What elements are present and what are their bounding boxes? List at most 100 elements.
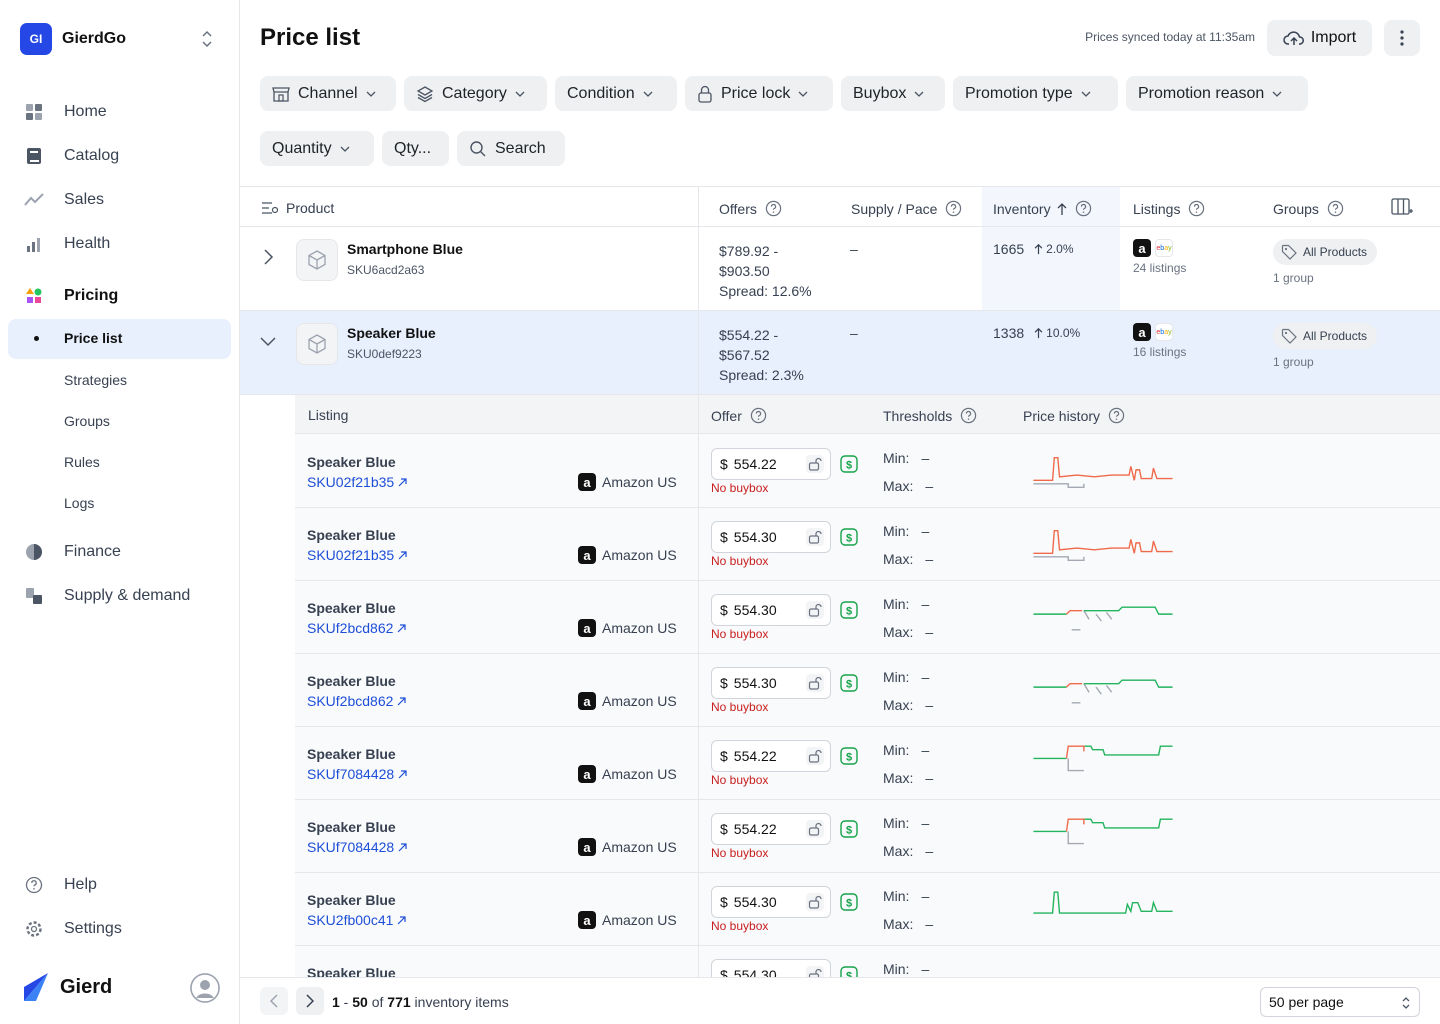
- listing-row[interactable]: Speaker Blue SKUf2bcd862 a Amazon US $ 55…: [295, 654, 1440, 727]
- more-options-button[interactable]: [1384, 20, 1420, 56]
- unlock-icon[interactable]: [806, 528, 824, 546]
- unlock-icon[interactable]: [806, 601, 824, 619]
- column-settings-button[interactable]: [1391, 198, 1413, 216]
- filter-buybox[interactable]: Buybox: [841, 76, 945, 111]
- listing-channel-label: Amazon US: [602, 766, 677, 782]
- nav-logs[interactable]: Logs: [64, 495, 95, 511]
- nav-price-list[interactable]: Price list: [8, 319, 231, 359]
- user-avatar[interactable]: [190, 973, 220, 1003]
- unlock-icon[interactable]: [806, 966, 824, 977]
- dollar-badge-icon[interactable]: $: [840, 674, 858, 692]
- unlock-icon[interactable]: [806, 747, 824, 765]
- subcol-thresholds-label: Thresholds: [883, 407, 953, 424]
- nav-finance[interactable]: Finance: [24, 540, 121, 564]
- listing-sku-link[interactable]: SKUf7084428: [307, 766, 407, 782]
- filter-channel[interactable]: Channel: [260, 76, 396, 111]
- product-row[interactable]: Speaker Blue SKU0def9223 $554.22 - $567.…: [240, 311, 1440, 395]
- threshold-min: Min: –: [883, 888, 929, 904]
- nav-help[interactable]: Help: [24, 873, 97, 897]
- nav-rules[interactable]: Rules: [64, 454, 100, 470]
- unlock-icon[interactable]: [806, 674, 824, 692]
- col-inventory[interactable]: Inventory: [993, 200, 1092, 217]
- group-chip[interactable]: All Products: [1273, 323, 1378, 349]
- listing-sku-link[interactable]: SKUf2bcd862: [307, 620, 407, 636]
- price-input[interactable]: $ 554.30: [711, 594, 831, 626]
- unlock-icon[interactable]: [806, 893, 824, 911]
- listing-row[interactable]: Speaker Blue SKU2fb00c41 a Amazon US $ 55…: [295, 873, 1440, 946]
- nav-groups[interactable]: Groups: [64, 413, 110, 429]
- price-value: 554.30: [733, 529, 777, 545]
- filter-quantity[interactable]: Quantity: [260, 131, 374, 166]
- layers-icon: [416, 85, 434, 102]
- price-input[interactable]: $ 554.30: [711, 886, 831, 918]
- nav-settings[interactable]: Settings: [24, 917, 122, 941]
- nav-home[interactable]: Home: [24, 100, 107, 124]
- col-offers[interactable]: Offers: [719, 200, 782, 217]
- listing-sku-link[interactable]: SKUf2bcd862: [307, 693, 407, 709]
- nav-health[interactable]: Health: [24, 232, 110, 256]
- filter-promotion-reason[interactable]: Promotion reason: [1126, 76, 1308, 111]
- question-icon: [1075, 200, 1091, 217]
- product-row[interactable]: Smartphone Blue SKU6acd2a63 $789.92 - $9…: [240, 227, 1440, 311]
- listing-sku-link[interactable]: SKU02f21b35: [307, 474, 407, 490]
- dollar-badge-icon[interactable]: $: [840, 747, 858, 765]
- product-name[interactable]: Smartphone Blue: [347, 241, 463, 257]
- price-input[interactable]: $ 554.30: [711, 959, 831, 977]
- unlock-icon[interactable]: [806, 820, 824, 838]
- group-chip-label: All Products: [1303, 245, 1368, 259]
- filter-condition[interactable]: Condition: [555, 76, 677, 111]
- listing-sku-link[interactable]: SKU02f21b35: [307, 547, 407, 563]
- org-switcher[interactable]: GI GierdGo: [20, 23, 220, 55]
- col-listings[interactable]: Listings: [1133, 200, 1205, 217]
- listing-sku-link[interactable]: SKU2fb00c41: [307, 912, 407, 928]
- nav-catalog[interactable]: Catalog: [24, 144, 119, 168]
- price-input[interactable]: $ 554.30: [711, 521, 831, 553]
- price-input[interactable]: $ 554.22: [711, 448, 831, 480]
- dollar-badge-icon[interactable]: $: [840, 455, 858, 473]
- per-page-select[interactable]: 50 per page: [1260, 987, 1420, 1017]
- listing-row[interactable]: Speaker Blue SKUf7084428 a Amazon US $ 55…: [295, 727, 1440, 800]
- dollar-badge-icon[interactable]: $: [840, 966, 858, 977]
- nav-pricing[interactable]: Pricing: [24, 284, 118, 308]
- user-icon: [190, 973, 220, 1003]
- listing-row[interactable]: Speaker Blue SKUf7084428 a Amazon US $ 55…: [295, 800, 1440, 873]
- search-button[interactable]: Search: [457, 131, 565, 166]
- listing-row[interactable]: Speaker Blue $ 554.30 $ Min:–: [295, 946, 1440, 977]
- dollar-badge-icon[interactable]: $: [840, 820, 858, 838]
- filter-qty-label: Qty...: [394, 139, 432, 157]
- nav-supply[interactable]: Supply & demand: [24, 584, 190, 608]
- dollar-badge-icon[interactable]: $: [840, 528, 858, 546]
- prev-page-button[interactable]: [260, 987, 288, 1015]
- chevron-right-icon[interactable]: [258, 247, 278, 267]
- nav-sales[interactable]: Sales: [24, 188, 104, 212]
- threshold-max: Max: –: [883, 624, 933, 640]
- next-page-button[interactable]: [296, 987, 324, 1015]
- group-chip[interactable]: All Products: [1273, 239, 1378, 265]
- dollar-badge-icon[interactable]: $: [840, 893, 858, 911]
- filter-category[interactable]: Category: [404, 76, 547, 111]
- filter-price-lock[interactable]: Price lock: [685, 76, 833, 111]
- listing-row[interactable]: Speaker Blue SKUf2bcd862 a Amazon US $ 55…: [295, 581, 1440, 654]
- col-groups[interactable]: Groups: [1273, 200, 1344, 217]
- col-product[interactable]: Product: [261, 200, 334, 216]
- listing-row[interactable]: Speaker Blue SKU02f21b35 a Amazon US $ 55…: [295, 508, 1440, 581]
- filter-qty[interactable]: Qty...: [382, 131, 449, 166]
- filter-promotion-type[interactable]: Promotion type: [953, 76, 1118, 111]
- dollar-badge-icon[interactable]: $: [840, 601, 858, 619]
- buybox-status: No buybox: [711, 554, 769, 568]
- unlock-icon[interactable]: [806, 455, 824, 473]
- listing-row[interactable]: Speaker Blue SKU02f21b35 a Amazon US $ 55…: [295, 435, 1440, 508]
- listing-sku-link[interactable]: SKUf7084428: [307, 839, 407, 855]
- price-input[interactable]: $ 554.30: [711, 667, 831, 699]
- chevron-down-icon: [914, 91, 924, 97]
- chevron-down-icon[interactable]: [258, 331, 278, 351]
- price-input[interactable]: $ 554.22: [711, 813, 831, 845]
- import-button[interactable]: Import: [1267, 20, 1372, 56]
- price-input[interactable]: $ 554.22: [711, 740, 831, 772]
- amazon-icon: a: [578, 838, 596, 856]
- product-name[interactable]: Speaker Blue: [347, 325, 436, 341]
- col-supply[interactable]: Supply / Pace: [851, 200, 962, 217]
- nav-strategies[interactable]: Strategies: [64, 372, 128, 388]
